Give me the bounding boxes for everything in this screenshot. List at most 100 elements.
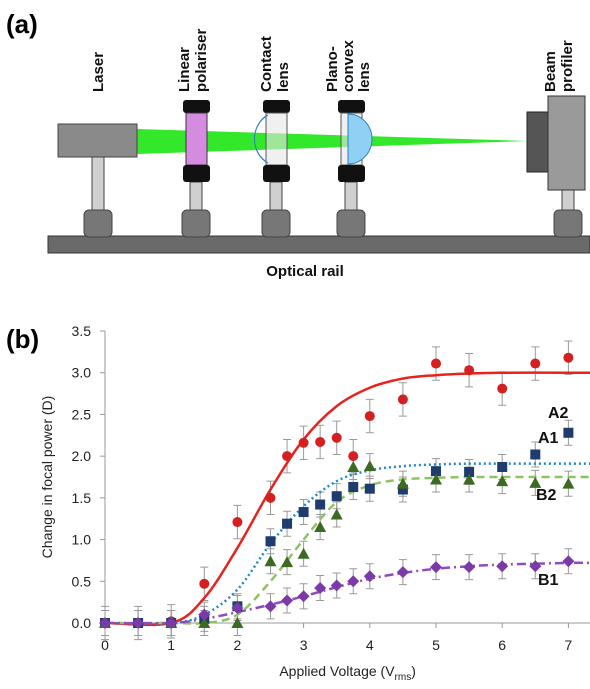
marker bbox=[347, 575, 360, 588]
fit-curve bbox=[104, 475, 590, 625]
y-tick-label: 3.0 bbox=[72, 365, 92, 381]
series-label: B2 bbox=[536, 487, 557, 504]
marker bbox=[265, 536, 276, 547]
marker bbox=[330, 579, 343, 592]
marker bbox=[264, 600, 277, 613]
marker bbox=[363, 570, 376, 583]
marker bbox=[348, 451, 359, 462]
y-tick-label: 3.5 bbox=[72, 323, 92, 339]
x-axis-title-part: Applied Voltage (V bbox=[279, 663, 395, 679]
marker bbox=[463, 561, 476, 574]
linear-polariser bbox=[183, 100, 210, 182]
series-label: A2 bbox=[548, 405, 569, 422]
marker bbox=[529, 476, 542, 488]
marker bbox=[348, 482, 359, 493]
y-tick-label: 1.5 bbox=[72, 490, 92, 506]
marker bbox=[397, 394, 408, 405]
marker bbox=[431, 466, 441, 477]
laser bbox=[57, 123, 138, 158]
marker bbox=[198, 608, 211, 621]
marker bbox=[315, 436, 326, 447]
component-label: Linear bbox=[176, 47, 193, 92]
marker bbox=[431, 358, 441, 369]
marker bbox=[198, 617, 211, 628]
plano-convex-lens bbox=[338, 100, 373, 182]
fit-curve bbox=[104, 462, 590, 625]
component-label: Contact bbox=[258, 36, 275, 92]
marker bbox=[331, 432, 342, 443]
x-axis-title-part: rms bbox=[395, 672, 412, 683]
marker bbox=[298, 507, 309, 518]
marker bbox=[297, 590, 310, 603]
component-label: polariser bbox=[193, 28, 210, 92]
marker bbox=[396, 477, 409, 489]
beam-profiler bbox=[526, 95, 586, 191]
marker bbox=[282, 451, 293, 462]
x-tick-label: 0 bbox=[101, 637, 109, 653]
marker bbox=[231, 601, 244, 614]
marker bbox=[132, 617, 145, 629]
x-tick-label: 4 bbox=[366, 637, 374, 653]
marker bbox=[530, 358, 541, 369]
x-axis-title: Applied Voltage (Vrms) bbox=[279, 663, 416, 683]
y-tick-label: 0.0 bbox=[72, 615, 92, 631]
marker bbox=[430, 473, 442, 485]
y-tick-label: 1.0 bbox=[72, 532, 92, 548]
marker bbox=[330, 508, 343, 520]
marker bbox=[464, 365, 475, 376]
y-tick-label: 2.0 bbox=[72, 448, 92, 464]
marker bbox=[530, 449, 541, 460]
marker bbox=[496, 560, 509, 573]
marker bbox=[297, 547, 310, 559]
component-label: lens bbox=[275, 62, 292, 92]
posts bbox=[83, 156, 583, 238]
contact-lens bbox=[253, 100, 290, 182]
component-label: convex bbox=[340, 40, 357, 92]
marker bbox=[563, 427, 574, 438]
marker bbox=[231, 617, 244, 628]
x-tick-label: 6 bbox=[498, 637, 506, 653]
marker bbox=[562, 477, 575, 489]
marker bbox=[281, 594, 294, 607]
marker bbox=[314, 581, 327, 594]
marker bbox=[315, 499, 326, 510]
marker bbox=[463, 473, 476, 485]
y-tick-label: 2.5 bbox=[72, 406, 92, 422]
component-labels: Laser Linear polariser Contact lens Plano-con… bbox=[90, 28, 576, 92]
panel-label: (a) bbox=[6, 9, 38, 39]
marker bbox=[529, 560, 542, 573]
fit-curve bbox=[104, 371, 590, 627]
marker bbox=[363, 460, 376, 472]
marker bbox=[563, 352, 574, 363]
marker bbox=[364, 483, 375, 494]
component-label: lens bbox=[356, 62, 373, 92]
marker bbox=[282, 518, 293, 529]
marker bbox=[497, 383, 508, 394]
rail-label: Optical rail bbox=[266, 263, 344, 280]
marker bbox=[430, 561, 442, 574]
fit-curve bbox=[104, 561, 590, 625]
x-tick-label: 2 bbox=[234, 637, 242, 653]
marker bbox=[496, 475, 509, 487]
laser-beam bbox=[137, 129, 528, 154]
panel-label: (b) bbox=[6, 324, 39, 354]
series-label: A1 bbox=[538, 430, 559, 447]
component-label: Laser bbox=[90, 52, 107, 92]
marker bbox=[298, 437, 309, 448]
y-axis-title: Change in focal power (D) bbox=[39, 396, 55, 559]
marker bbox=[165, 617, 178, 629]
x-tick-label: 5 bbox=[432, 637, 440, 653]
component-label: Beam bbox=[542, 51, 559, 92]
x-tick-label: 3 bbox=[300, 637, 308, 653]
marker bbox=[265, 492, 276, 503]
marker bbox=[396, 566, 409, 579]
x-tick-label: 1 bbox=[167, 637, 175, 653]
optical-rail bbox=[47, 235, 590, 254]
marker bbox=[314, 521, 327, 533]
y-tick-label: 0.5 bbox=[72, 573, 92, 589]
marker bbox=[99, 617, 111, 629]
marker bbox=[464, 466, 475, 477]
marker bbox=[364, 411, 375, 422]
